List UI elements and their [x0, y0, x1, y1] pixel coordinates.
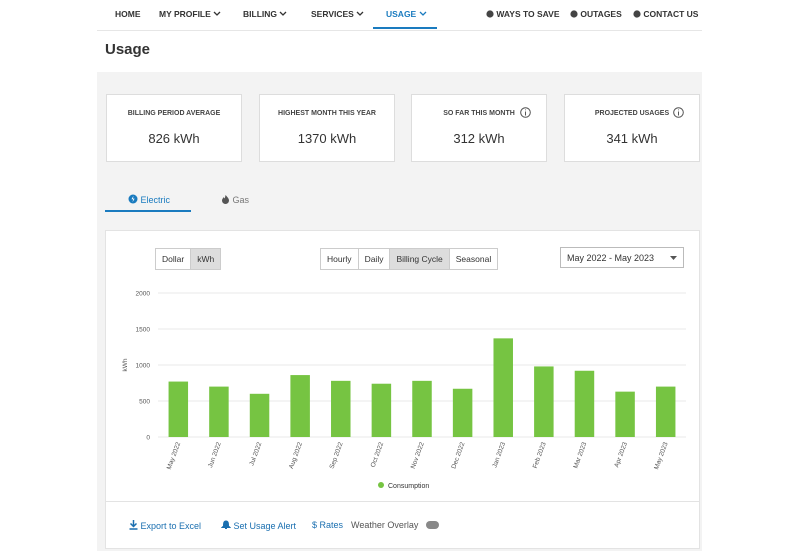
stat-card: PROJECTED USAGES 341 kWh — [564, 94, 700, 162]
weather-label: Weather Overlay — [351, 520, 419, 530]
x-tick-label: Oct 2022 — [370, 441, 386, 469]
weather-toggle[interactable] — [426, 521, 439, 529]
y-tick-label: 1000 — [136, 363, 151, 370]
nav-item[interactable]: SERVICES — [311, 9, 364, 19]
bar — [412, 380, 432, 437]
nav-item[interactable]: HOME — [115, 9, 141, 19]
toggle-button[interactable]: Seasonal — [449, 248, 499, 270]
card-value: 1370 kWh — [297, 131, 357, 146]
card-value: 341 kWh — [606, 131, 658, 146]
x-tick-label: May 2022 — [166, 441, 182, 471]
nav-divider — [97, 30, 702, 31]
nav-item[interactable]: BILLING — [243, 9, 287, 19]
x-tick-label: Nov 2022 — [410, 441, 426, 470]
period-toggle: Hourly Daily Billing Cycle Seasonal — [320, 248, 499, 270]
stat-card: SO FAR THIS MONTH 312 kWh — [411, 94, 547, 162]
nav-item[interactable]: WAYS TO SAVE — [486, 9, 560, 19]
x-tick-label: Aug 2022 — [288, 441, 304, 470]
y-axis-label: kWh — [122, 358, 129, 371]
x-tick-label: Dec 2022 — [450, 441, 466, 470]
rates-link[interactable]: $ Rates — [312, 520, 344, 530]
x-tick-label: Feb 2023 — [532, 441, 548, 470]
bar — [168, 381, 189, 437]
x-tick-label: May 2023 — [653, 441, 669, 471]
y-tick-label: 500 — [139, 399, 150, 406]
page-title: Usage — [105, 41, 151, 58]
bar — [452, 388, 473, 437]
tab-electric[interactable]: Electric — [128, 194, 170, 205]
toggle-button[interactable]: Daily — [358, 248, 391, 270]
bar — [493, 338, 513, 437]
x-tick-label: Mar 2023 — [572, 441, 588, 470]
x-tick-label: Apr 2023 — [613, 441, 629, 469]
unit-toggle: Dollar kWh — [155, 248, 222, 270]
card-label: PROJECTED USAGES — [594, 110, 670, 117]
divider — [106, 501, 699, 502]
legend-marker — [378, 482, 384, 488]
bar — [249, 393, 270, 437]
bar — [534, 366, 554, 437]
nav-item[interactable]: MY PROFILE — [159, 9, 221, 19]
x-tick-label: Sep 2022 — [329, 441, 345, 470]
toggle-button-active[interactable]: kWh — [191, 248, 222, 270]
nav-underline — [373, 27, 437, 29]
y-tick-label: 1500 — [136, 327, 151, 334]
card-label: SO FAR THIS MONTH — [443, 110, 515, 117]
stat-card: HIGHEST MONTH THIS YEAR 1370 kWh — [259, 94, 395, 162]
card-label: HIGHEST MONTH THIS YEAR — [278, 110, 376, 117]
x-tick-label: Jan 2023 — [491, 441, 507, 469]
stat-card: BILLING PERIOD AVERAGE 826 kWh — [106, 94, 242, 162]
toggle-button[interactable]: Dollar — [155, 248, 192, 270]
dropdown-text: May 2022 - May 2023 — [567, 253, 655, 263]
bar — [574, 370, 595, 437]
alert-link[interactable]: Set Usage Alert — [220, 520, 296, 531]
date-dropdown[interactable]: May 2022 - May 2023 — [560, 247, 684, 268]
tab-underline — [105, 210, 191, 212]
export-link[interactable]: Export to Excel — [129, 520, 201, 531]
y-tick-label: 2000 — [136, 291, 151, 298]
card-value: 826 kWh — [148, 131, 200, 146]
chart: 0 500 1000 1500 2000 kWh May 2022 Jun 2022 Jul 2… — [122, 291, 686, 490]
nav-item-active[interactable]: USAGE — [386, 9, 427, 19]
bar — [371, 383, 392, 437]
info-icon[interactable] — [673, 107, 684, 118]
bar — [615, 391, 635, 437]
bar — [209, 386, 229, 437]
nav-item[interactable]: CONTACT US — [633, 9, 698, 19]
info-icon[interactable] — [520, 107, 531, 118]
legend-label: Consumption — [388, 483, 429, 490]
y-tick-label: 0 — [146, 435, 150, 442]
bar — [290, 375, 310, 437]
toggle-button[interactable]: Hourly — [320, 248, 359, 270]
chart-card — [105, 230, 700, 549]
tab-gas[interactable]: Gas — [221, 194, 249, 205]
bar — [655, 386, 676, 437]
card-label: BILLING PERIOD AVERAGE — [127, 110, 221, 117]
card-value: 312 kWh — [453, 131, 505, 146]
header — [97, 0, 702, 72]
bar — [331, 380, 351, 437]
x-tick-label: Jul 2022 — [248, 441, 263, 467]
nav-item[interactable]: OUTAGES — [570, 9, 622, 19]
x-tick-label: Jun 2022 — [207, 441, 223, 469]
toggle-button-active[interactable]: Billing Cycle — [390, 248, 450, 270]
